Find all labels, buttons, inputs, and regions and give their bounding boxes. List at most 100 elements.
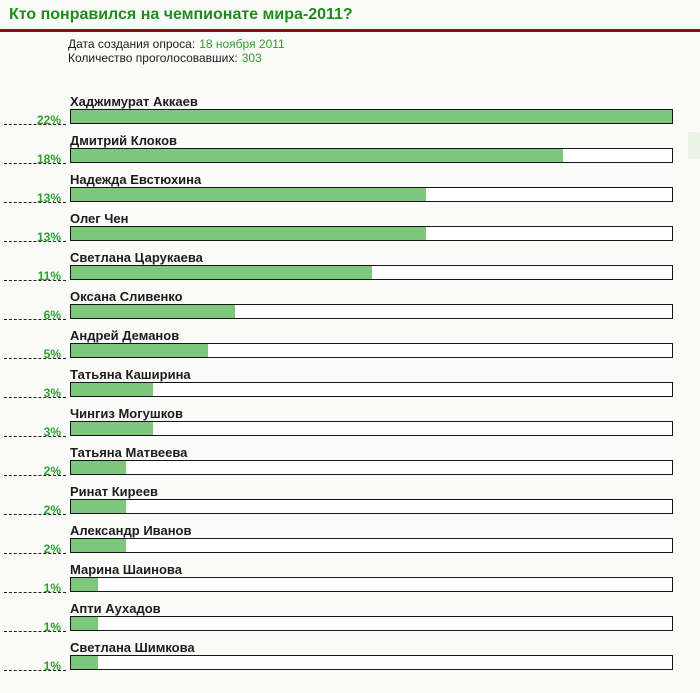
result-bar-line: 2% <box>0 538 700 556</box>
candidate-name: Андрей Деманов <box>70 328 180 343</box>
poll-meta: Дата создания опроса: 18 ноября 2011 Коли… <box>68 37 700 65</box>
poll-date-value: 18 ноября 2011 <box>199 37 285 51</box>
result-bar-fill <box>71 344 208 357</box>
poll-row: Апти Аухадов 1% <box>0 601 700 634</box>
candidate-name: Олег Чен <box>70 211 129 226</box>
result-bar <box>70 655 673 670</box>
poll-results-list: Хаджимурат Аккаев 22% Дмитрий Клоков 18%… <box>0 95 700 673</box>
result-bar-line: 1% <box>0 616 700 634</box>
result-bar <box>70 343 673 358</box>
poll-row: Светлана Шимкова 1% <box>0 640 700 673</box>
result-bar-fill <box>71 266 372 279</box>
result-bar-fill <box>71 188 427 201</box>
percent-cell: 18% <box>4 150 66 166</box>
result-bar-line: 2% <box>0 499 700 517</box>
percent-cell: 1% <box>4 579 66 595</box>
result-bar <box>70 187 673 202</box>
candidate-name: Татьяна Матвеева <box>70 445 188 460</box>
percent-value: 13% <box>36 191 61 205</box>
result-bar-fill <box>71 539 126 552</box>
page-title: Кто понравился на чемпионате мира-2011? <box>9 6 353 23</box>
result-bar <box>70 538 673 553</box>
percent-value: 2% <box>43 503 61 517</box>
percent-cell: 11% <box>4 267 66 283</box>
percent-cell: 1% <box>4 618 66 634</box>
percent-cell: 1% <box>4 657 66 673</box>
result-bar <box>70 460 673 475</box>
percent-cell: 2% <box>4 540 66 556</box>
candidate-name: Светлана Шимкова <box>70 640 195 655</box>
poll-row: Александр Иванов 2% <box>0 524 700 556</box>
percent-value: 1% <box>43 620 61 634</box>
result-bar-fill <box>71 500 126 513</box>
percent-value: 3% <box>43 425 61 439</box>
result-bar <box>70 226 673 241</box>
result-bar-fill <box>71 617 99 630</box>
result-bar-line: 13% <box>0 187 700 205</box>
percent-value: 6% <box>43 308 61 322</box>
poll-row: Чингиз Могушков 3% <box>0 406 700 439</box>
percent-value: 18% <box>36 152 61 166</box>
result-bar <box>70 499 673 514</box>
result-bar-fill <box>71 461 126 474</box>
candidate-name: Апти Аухадов <box>70 601 161 616</box>
result-bar <box>70 616 673 631</box>
poll-row: Хаджимурат Аккаев 22% <box>0 95 700 127</box>
candidate-name: Дмитрий Клоков <box>70 133 178 148</box>
result-bar-line: 3% <box>0 382 700 400</box>
result-bar-line: 1% <box>0 577 700 595</box>
candidate-name: Татьяна Каширина <box>70 367 191 382</box>
candidate-name: Светлана Царукаева <box>70 250 203 265</box>
percent-cell: 2% <box>4 462 66 478</box>
result-bar-line: 13% <box>0 226 700 244</box>
result-bar-fill <box>71 305 235 318</box>
result-bar <box>70 304 673 319</box>
percent-cell: 5% <box>4 345 66 361</box>
percent-cell: 13% <box>4 228 66 244</box>
poll-row: Андрей Деманов 5% <box>0 328 700 361</box>
percent-value: 1% <box>43 581 61 595</box>
result-bar-fill <box>71 656 99 669</box>
poll-row: Татьяна Матвеева 2% <box>0 445 700 478</box>
result-bar-fill <box>71 149 563 162</box>
poll-date-line: Дата создания опроса: 18 ноября 2011 <box>68 37 700 51</box>
result-bar-fill <box>71 383 153 396</box>
poll-row: Надежда Евстюхина 13% <box>0 172 700 205</box>
title-divider <box>0 29 700 32</box>
percent-value: 22% <box>36 113 61 127</box>
result-bar <box>70 148 673 163</box>
right-edge-fragment <box>688 132 700 159</box>
result-bar <box>70 577 673 592</box>
result-bar-fill <box>71 422 153 435</box>
result-bar <box>70 109 673 124</box>
percent-cell: 22% <box>4 111 66 127</box>
result-bar-line: 1% <box>0 655 700 673</box>
percent-cell: 6% <box>4 306 66 322</box>
result-bar <box>70 265 673 280</box>
poll-results-page: Кто понравился на чемпионате мира-2011? … <box>0 5 700 693</box>
poll-votes-line: Количество проголосовавших: 303 <box>68 51 700 65</box>
result-bar-line: 18% <box>0 148 700 166</box>
percent-value: 13% <box>36 230 61 244</box>
result-bar-fill <box>71 227 427 240</box>
percent-cell: 3% <box>4 384 66 400</box>
percent-value: 2% <box>43 464 61 478</box>
poll-date-label: Дата создания опроса: <box>68 37 196 51</box>
candidate-name: Ринат Киреев <box>70 484 159 499</box>
poll-row: Татьяна Каширина 3% <box>0 367 700 400</box>
poll-votes-value: 303 <box>241 51 262 65</box>
percent-value: 1% <box>43 659 61 673</box>
result-bar-line: 6% <box>0 304 700 322</box>
result-bar-fill <box>71 110 672 123</box>
result-bar-fill <box>71 578 99 591</box>
result-bar <box>70 382 673 397</box>
candidate-name: Чингиз Могушков <box>70 406 183 421</box>
candidate-name: Оксана Сливенко <box>70 289 183 304</box>
percent-value: 5% <box>43 347 61 361</box>
percent-value: 3% <box>43 386 61 400</box>
candidate-name: Надежда Евстюхина <box>70 172 202 187</box>
poll-row: Дмитрий Клоков 18% <box>0 133 700 166</box>
percent-cell: 3% <box>4 423 66 439</box>
poll-row: Ринат Киреев 2% <box>0 484 700 517</box>
percent-value: 2% <box>43 542 61 556</box>
